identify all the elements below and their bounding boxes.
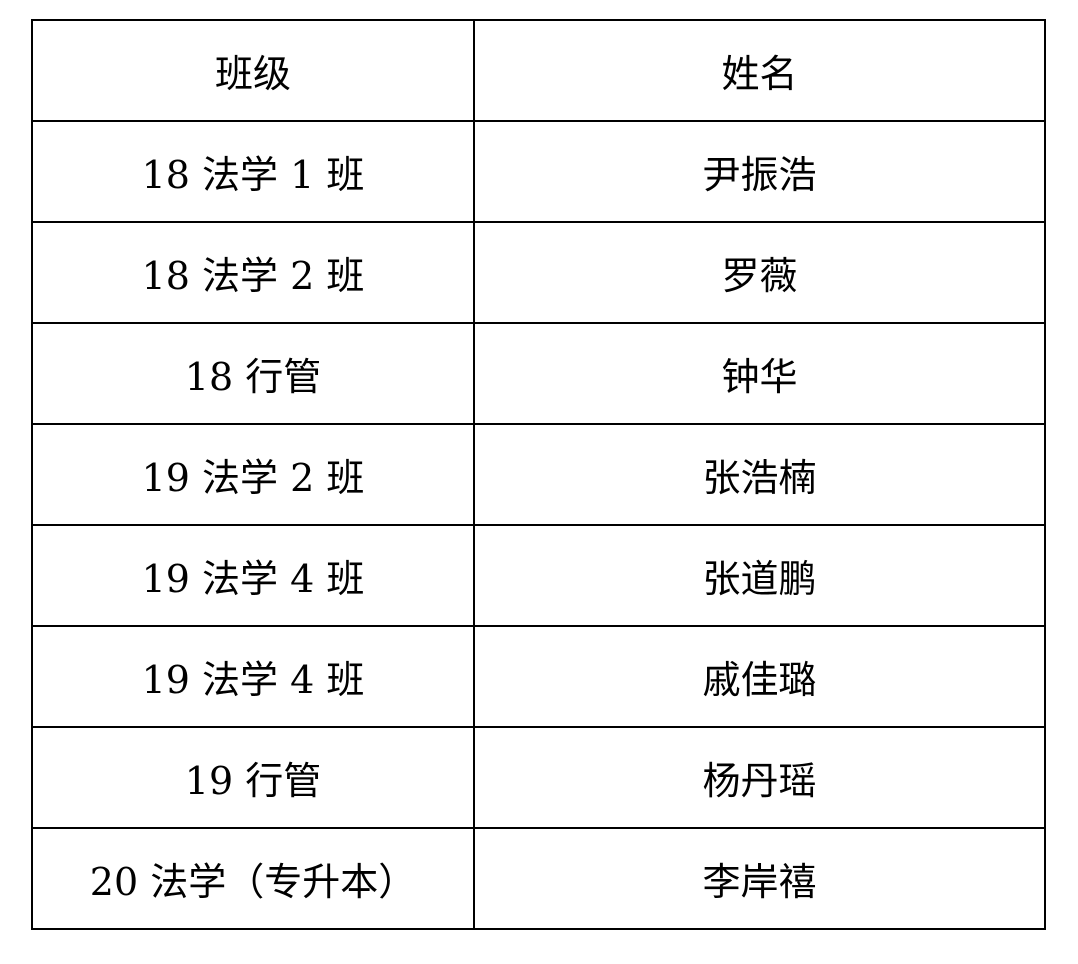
- table-row: 19 法学 4 班张道鹏: [31, 524, 1046, 627]
- table-row: 19 行管 杨丹瑶: [31, 726, 1046, 829]
- class-name-table: 班级 姓名 18 法学 1 班尹振浩 18 法学 2 班罗薇 18 行管 钟华 19 法…: [31, 19, 1046, 930]
- table-row: 19 法学 2 班张浩楠: [31, 423, 1046, 526]
- class-cell: 18 法学 1 班: [31, 120, 475, 223]
- name-cell: 张浩楠: [473, 423, 1046, 526]
- table-row: 19 法学 4 班戚佳璐: [31, 625, 1046, 728]
- name-cell: 杨丹瑶: [473, 726, 1046, 829]
- name-cell: 李岸禧: [473, 827, 1046, 930]
- table-row: 20 法学（专升本） 李岸禧: [31, 827, 1046, 930]
- table-body: 班级 姓名 18 法学 1 班尹振浩 18 法学 2 班罗薇 18 行管 钟华 19 法…: [31, 19, 1046, 930]
- name-cell: 张道鹏: [473, 524, 1046, 627]
- name-cell: 戚佳璐: [473, 625, 1046, 728]
- class-cell: 19 法学 4 班: [31, 625, 475, 728]
- header-name: 姓名: [473, 19, 1046, 122]
- table-row: 18 法学 1 班尹振浩: [31, 120, 1046, 223]
- table-row: 18 行管 钟华: [31, 322, 1046, 425]
- name-cell: 尹振浩: [473, 120, 1046, 223]
- class-cell: 18 法学 2 班: [31, 221, 475, 324]
- class-cell: 18 行管: [31, 322, 475, 425]
- name-cell: 罗薇: [473, 221, 1046, 324]
- table-row: 18 法学 2 班罗薇: [31, 221, 1046, 324]
- class-cell: 19 法学 2 班: [31, 423, 475, 526]
- class-cell: 19 法学 4 班: [31, 524, 475, 627]
- table-header-row: 班级 姓名: [31, 19, 1046, 122]
- name-cell: 钟华: [473, 322, 1046, 425]
- header-class: 班级: [31, 19, 475, 122]
- class-cell: 19 行管: [31, 726, 475, 829]
- class-cell: 20 法学（专升本）: [31, 827, 475, 930]
